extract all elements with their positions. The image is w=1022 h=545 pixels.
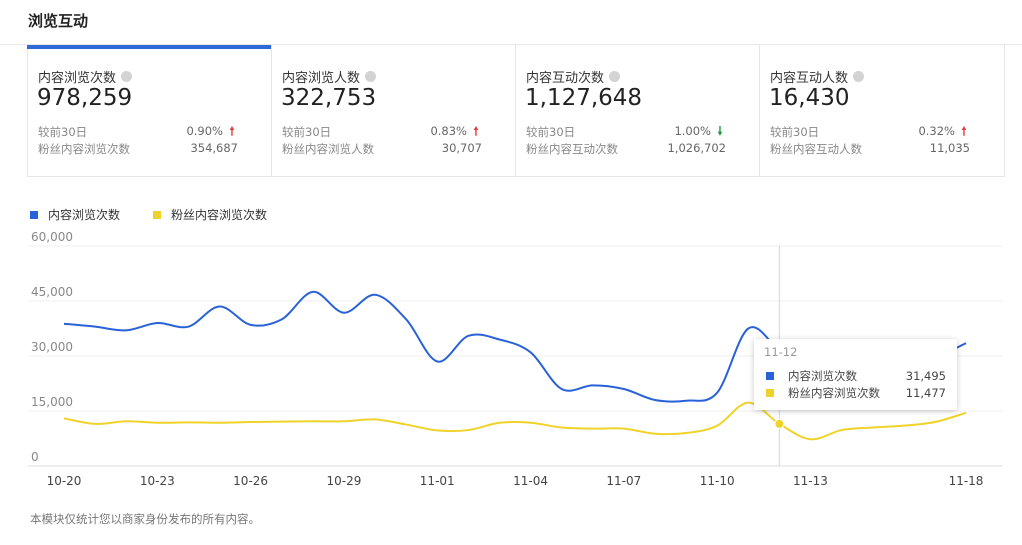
y-tick-label: 45,000 bbox=[31, 285, 73, 299]
tooltip-swatch bbox=[766, 389, 774, 397]
x-tick-label: 11-13 bbox=[793, 474, 828, 488]
trend-up-arrow-icon: 🠕 bbox=[229, 124, 235, 138]
metric-card-content-views[interactable]: 内容浏览次数 978,259 较前30日 0.90% 🠕 粉丝内容浏览次数 354,6… bbox=[27, 45, 272, 176]
section-title: 浏览互动 bbox=[28, 12, 89, 30]
x-tick-label: 10-26 bbox=[233, 474, 268, 488]
series-line-fan-views bbox=[63, 401, 967, 441]
tooltip-row: 内容浏览次数 31,495 bbox=[766, 368, 946, 384]
y-tick-label: 60,000 bbox=[31, 230, 73, 244]
highlight-point bbox=[774, 418, 785, 429]
compare-value: 0.32% bbox=[918, 124, 955, 138]
x-tick-label: 11-01 bbox=[420, 474, 455, 488]
compare-row: 较前30日 0.90% 🠕 bbox=[38, 124, 238, 140]
sub-value: 1,026,702 bbox=[667, 141, 726, 155]
metric-label-text: 内容浏览人数 bbox=[282, 71, 361, 86]
info-icon[interactable] bbox=[853, 71, 865, 82]
sub-label: 粉丝内容互动人数 bbox=[770, 142, 862, 156]
trend-down-arrow-icon: 🠗 bbox=[717, 124, 723, 138]
tooltip-title: 11-12 bbox=[764, 345, 798, 359]
metric-card-content-visitors[interactable]: 内容浏览人数 322,753 较前30日 0.83% 🠕 粉丝内容浏览人数 30,70… bbox=[272, 45, 516, 176]
metric-value: 978,259 bbox=[37, 85, 133, 111]
tooltip-series-value: 11,477 bbox=[905, 386, 946, 400]
legend-item-fan-views[interactable]: 粉丝内容浏览次数 bbox=[153, 206, 267, 223]
footnote: 本模块仅统计您以商家身份发布的所有内容。 bbox=[30, 512, 260, 526]
x-tick-label: 11-18 bbox=[949, 474, 984, 488]
sub-label: 粉丝内容互动次数 bbox=[526, 142, 618, 156]
chart-tooltip: 11-12 内容浏览次数 31,495 粉丝内容浏览次数 11,477 bbox=[754, 339, 957, 410]
metric-label-text: 内容浏览次数 bbox=[38, 71, 117, 86]
metric-label-text: 内容互动次数 bbox=[526, 71, 605, 86]
compare-label: 较前30日 bbox=[770, 125, 820, 139]
metric-label: 内容互动人数 bbox=[770, 67, 865, 86]
sub-metric-row: 粉丝内容浏览人数 30,707 bbox=[282, 141, 482, 157]
legend-swatch bbox=[153, 210, 162, 219]
sub-value: 30,707 bbox=[441, 141, 482, 155]
legend-label: 粉丝内容浏览次数 bbox=[171, 208, 268, 222]
x-tick-label: 11-07 bbox=[606, 474, 641, 488]
x-tick-label: 11-04 bbox=[513, 474, 548, 488]
y-tick-label: 15,000 bbox=[31, 395, 73, 409]
info-icon[interactable] bbox=[365, 71, 377, 82]
sub-value: 11,035 bbox=[929, 141, 970, 155]
metric-value: 16,430 bbox=[769, 85, 850, 111]
metric-label: 内容浏览次数 bbox=[38, 67, 133, 86]
chart-legend: 内容浏览次数 粉丝内容浏览次数 bbox=[30, 206, 300, 223]
sub-metric-row: 粉丝内容互动人数 11,035 bbox=[770, 141, 970, 157]
metric-card-content-interactors[interactable]: 内容互动人数 16,430 较前30日 0.32% 🠕 粉丝内容互动人数 11,035 bbox=[760, 45, 1004, 176]
compare-value-wrap: 1.00% 🠗 bbox=[674, 124, 726, 143]
metric-value: 1,127,648 bbox=[525, 85, 643, 111]
x-tick-label: 10-20 bbox=[47, 474, 82, 488]
metric-value: 322,753 bbox=[281, 85, 377, 111]
metric-card-content-interactions[interactable]: 内容互动次数 1,127,648 较前30日 1.00% 🠗 粉丝内容互动次数 1,0… bbox=[516, 45, 760, 176]
compare-row: 较前30日 0.83% 🠕 bbox=[282, 124, 482, 140]
trend-up-arrow-icon: 🠕 bbox=[473, 124, 479, 138]
compare-label: 较前30日 bbox=[282, 125, 332, 139]
x-tick-label: 10-29 bbox=[326, 474, 361, 488]
compare-value-wrap: 0.90% 🠕 bbox=[186, 124, 238, 143]
compare-value: 1.00% bbox=[674, 124, 711, 138]
header-divider bbox=[0, 44, 1022, 45]
metric-label: 内容互动次数 bbox=[526, 67, 621, 86]
x-tick-label: 10-23 bbox=[140, 474, 175, 488]
metric-label-text: 内容互动人数 bbox=[770, 71, 849, 86]
compare-label: 较前30日 bbox=[526, 125, 576, 139]
sub-metric-row: 粉丝内容互动次数 1,026,702 bbox=[526, 141, 726, 157]
sub-label: 粉丝内容浏览次数 bbox=[38, 142, 130, 156]
compare-value-wrap: 0.32% 🠕 bbox=[918, 124, 970, 143]
tooltip-swatch bbox=[766, 372, 774, 380]
info-icon[interactable] bbox=[121, 71, 133, 82]
y-tick-label: 0 bbox=[31, 450, 39, 464]
metric-label: 内容浏览人数 bbox=[282, 67, 377, 86]
compare-value-wrap: 0.83% 🠕 bbox=[430, 124, 482, 143]
y-tick-label: 30,000 bbox=[31, 340, 73, 354]
legend-item-content-views[interactable]: 内容浏览次数 bbox=[30, 206, 120, 223]
sub-value: 354,687 bbox=[190, 141, 238, 155]
legend-label: 内容浏览次数 bbox=[48, 208, 121, 222]
compare-row: 较前30日 0.32% 🠕 bbox=[770, 124, 970, 140]
legend-swatch bbox=[30, 210, 38, 219]
x-tick-label: 11-10 bbox=[700, 474, 735, 488]
metric-cards: 内容浏览次数 978,259 较前30日 0.90% 🠕 粉丝内容浏览次数 354,6… bbox=[27, 45, 1005, 177]
sub-metric-row: 粉丝内容浏览次数 354,687 bbox=[38, 141, 238, 157]
trend-up-arrow-icon: 🠕 bbox=[961, 124, 967, 138]
tooltip-row: 粉丝内容浏览次数 11,477 bbox=[766, 385, 946, 401]
tooltip-series-name: 内容浏览次数 bbox=[788, 369, 857, 383]
sub-label: 粉丝内容浏览人数 bbox=[282, 142, 374, 156]
compare-value: 0.90% bbox=[186, 124, 223, 138]
compare-label: 较前30日 bbox=[38, 125, 88, 139]
tooltip-series-value: 31,495 bbox=[905, 369, 946, 383]
info-icon[interactable] bbox=[609, 71, 621, 82]
compare-row: 较前30日 1.00% 🠗 bbox=[526, 124, 726, 140]
compare-value: 0.83% bbox=[430, 124, 467, 138]
tooltip-series-name: 粉丝内容浏览次数 bbox=[788, 386, 880, 400]
